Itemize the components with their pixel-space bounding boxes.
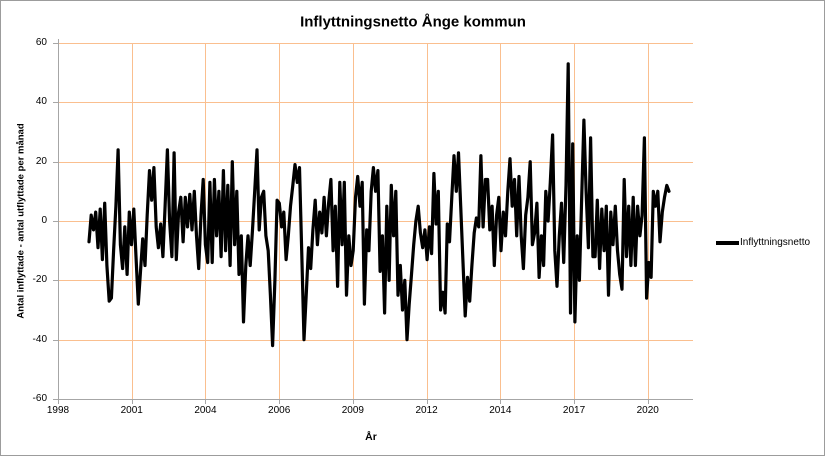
x-tick-label: 2014 (489, 405, 512, 416)
x-tick-label: 2001 (120, 405, 143, 416)
legend-series-label: Inflyttningsnetto (740, 237, 811, 248)
data-line-inflyttningsnetto (87, 62, 671, 348)
y-tick-label: 60 (35, 37, 47, 48)
x-tick-label: 2006 (268, 405, 291, 416)
legend: Inflyttningsnetto (716, 237, 810, 248)
y-tick-label: 40 (35, 96, 47, 108)
x-tick-label: 2020 (636, 405, 659, 416)
x-tick-label: 2012 (415, 405, 438, 416)
legend-line-sample (716, 240, 739, 245)
x-tick-label: 2009 (341, 405, 364, 416)
x-tick-label: 1998 (46, 405, 70, 416)
y-tick-label: -60 (32, 393, 47, 404)
y-tick-label: 0 (41, 215, 47, 226)
chart-title: Inflyttningsnetto Ånge kommun (300, 13, 526, 31)
x-tick-label: 2017 (562, 405, 586, 416)
y-tick-label: -20 (32, 274, 47, 286)
x-axis-title: År (365, 431, 377, 443)
y-tick-label: 20 (35, 155, 47, 167)
y-tick-label: -40 (32, 333, 47, 345)
x-tick-label: 2004 (194, 405, 217, 416)
